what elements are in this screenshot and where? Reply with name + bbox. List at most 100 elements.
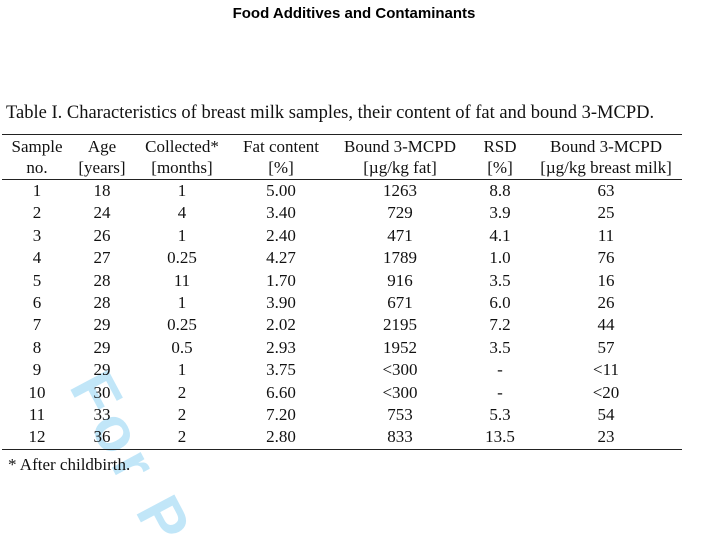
- cell-fat-content: 3.75: [266, 360, 296, 380]
- cell-rsd: -: [497, 360, 503, 380]
- cell-bound-mcpd-fat: 1789: [383, 248, 417, 268]
- cell-age: 36: [72, 426, 132, 450]
- table-caption: Table I. Characteristics of breast milk …: [6, 103, 655, 123]
- cell-age: 33: [93, 405, 111, 425]
- cell-rsd: 1.0: [489, 248, 511, 268]
- cell-bound-mcpd-fat: 671: [387, 293, 413, 313]
- table-row: 5 28 11 1.70 916 3.5 16: [2, 270, 682, 292]
- cell-rsd: 5.3: [489, 405, 511, 425]
- table-header: Sample Age Collected* Fat content Bound …: [2, 134, 682, 180]
- cell-bound-mcpd-milk: 23: [530, 426, 682, 450]
- cell-bound-mcpd-fat: 1263: [383, 181, 417, 200]
- table-row: 12 36 2 2.80 833 13.5 23: [2, 426, 682, 450]
- cell-bound-mcpd-milk: 76: [597, 248, 615, 268]
- cell-bound-mcpd-milk: 63: [597, 181, 615, 200]
- cell-fat-content: 2.40: [266, 225, 296, 245]
- cell-fat-content: 3.90: [266, 293, 296, 313]
- cell-age: 29: [93, 360, 111, 380]
- table-footnote: * After childbirth.: [8, 455, 131, 474]
- cell-fat-content: 2.93: [266, 337, 296, 357]
- cell-sample-no: 5: [32, 270, 42, 290]
- data-table: Sample Age Collected* Fat content Bound …: [2, 134, 682, 450]
- unit-age: [years]: [72, 157, 132, 180]
- cell-bound-mcpd-milk: 25: [597, 203, 615, 223]
- table-row: 1 18 1 5.00 1263 8.8 63: [2, 180, 682, 203]
- cell-bound-mcpd-fat: <300: [382, 382, 418, 402]
- cell-bound-mcpd-milk: 54: [597, 405, 615, 425]
- cell-bound-mcpd-fat: <300: [382, 360, 418, 380]
- header-age: Age: [72, 134, 132, 157]
- cell-age: 29: [93, 315, 111, 335]
- cell-bound-mcpd-milk: 57: [597, 337, 615, 357]
- cell-fat-content: 2.80: [232, 426, 330, 450]
- cell-bound-mcpd-fat: 471: [387, 225, 413, 245]
- cell-rsd: 4.1: [489, 225, 511, 245]
- cell-sample-no: 12: [2, 426, 72, 450]
- unit-fat-content: [%]: [232, 157, 330, 180]
- cell-collected: 1: [177, 293, 187, 313]
- table-body: 1 18 1 5.00 1263 8.8 63 2 24 4 3.40 729 3.9 25 3 26 1 2.4…: [2, 180, 682, 450]
- cell-fat-content: 1.70: [266, 270, 296, 290]
- cell-bound-mcpd-fat: 729: [387, 203, 413, 223]
- cell-collected: 0.25: [167, 315, 197, 335]
- cell-fat-content: 3.40: [266, 203, 296, 223]
- cell-bound-mcpd-fat: 1952: [383, 337, 417, 357]
- cell-fat-content: 7.20: [266, 405, 296, 425]
- cell-collected: 0.25: [167, 248, 197, 268]
- cell-fat-content: 2.02: [266, 315, 296, 335]
- cell-fat-content: 6.60: [266, 382, 296, 402]
- cell-rsd: 13.5: [470, 426, 530, 450]
- cell-collected: 1: [177, 181, 187, 200]
- cell-collected: 2: [132, 426, 232, 450]
- cell-sample-no: 10: [28, 382, 46, 402]
- header-row-2: no. [years] [months] [%] [µg/kg fat] [%]…: [2, 157, 682, 180]
- cell-rsd: 3.5: [489, 270, 511, 290]
- unit-rsd: [%]: [470, 157, 530, 180]
- cell-collected: 2: [177, 382, 187, 402]
- cell-rsd: 3.5: [489, 337, 511, 357]
- cell-age: 27: [93, 248, 111, 268]
- cell-sample-no: 8: [32, 337, 42, 357]
- cell-bound-mcpd-milk: 16: [597, 270, 615, 290]
- header-collected: Collected*: [132, 134, 232, 157]
- cell-bound-mcpd-milk: 11: [597, 225, 615, 245]
- cell-collected: 1: [177, 360, 187, 380]
- table-row: 7 29 0.25 2.02 2195 7.2 44: [2, 314, 682, 336]
- table-row: 11 33 2 7.20 753 5.3 54: [2, 404, 682, 426]
- cell-sample-no: 6: [32, 293, 42, 313]
- cell-collected: 0.5: [171, 337, 193, 357]
- cell-age: 26: [93, 225, 111, 245]
- cell-rsd: 8.8: [489, 181, 511, 200]
- unit-bound-fat: [µg/kg fat]: [330, 157, 470, 180]
- cell-collected: 1: [177, 225, 187, 245]
- cell-sample-no: 9: [32, 360, 42, 380]
- header-bound-milk: Bound 3-MCPD: [530, 134, 682, 157]
- table-row: 3 26 1 2.40 471 4.1 11: [2, 225, 682, 247]
- header-row-1: Sample Age Collected* Fat content Bound …: [2, 134, 682, 157]
- cell-age: 29: [93, 337, 111, 357]
- cell-bound-mcpd-fat: 833: [330, 426, 470, 450]
- cell-rsd: 3.9: [489, 203, 511, 223]
- cell-collected: 2: [177, 405, 187, 425]
- cell-rsd: 7.2: [489, 315, 511, 335]
- cell-bound-mcpd-milk: <11: [593, 360, 619, 380]
- cell-collected: 4: [177, 203, 187, 223]
- cell-bound-mcpd-milk: 26: [597, 293, 615, 313]
- cell-bound-mcpd-milk: 44: [597, 315, 615, 335]
- cell-fat-content: 4.27: [266, 248, 296, 268]
- header-rsd: RSD: [470, 134, 530, 157]
- table-row: 2 24 4 3.40 729 3.9 25: [2, 202, 682, 224]
- header-sample: Sample: [2, 134, 72, 157]
- header-bound-fat: Bound 3-MCPD: [330, 134, 470, 157]
- unit-collected: [months]: [132, 157, 232, 180]
- table-row: 8 29 0.5 2.93 1952 3.5 57: [2, 337, 682, 359]
- cell-age: 24: [93, 203, 111, 223]
- table-row: 9 29 1 3.75 <300 - <11: [2, 359, 682, 381]
- cell-sample-no: 2: [32, 203, 42, 223]
- cell-rsd: 6.0: [489, 293, 511, 313]
- cell-bound-mcpd-fat: 2195: [383, 315, 417, 335]
- cell-age: 28: [93, 293, 111, 313]
- table-row: 10 30 2 6.60 <300 - <20: [2, 382, 682, 404]
- cell-age: 18: [93, 181, 111, 200]
- cell-fat-content: 5.00: [266, 181, 296, 200]
